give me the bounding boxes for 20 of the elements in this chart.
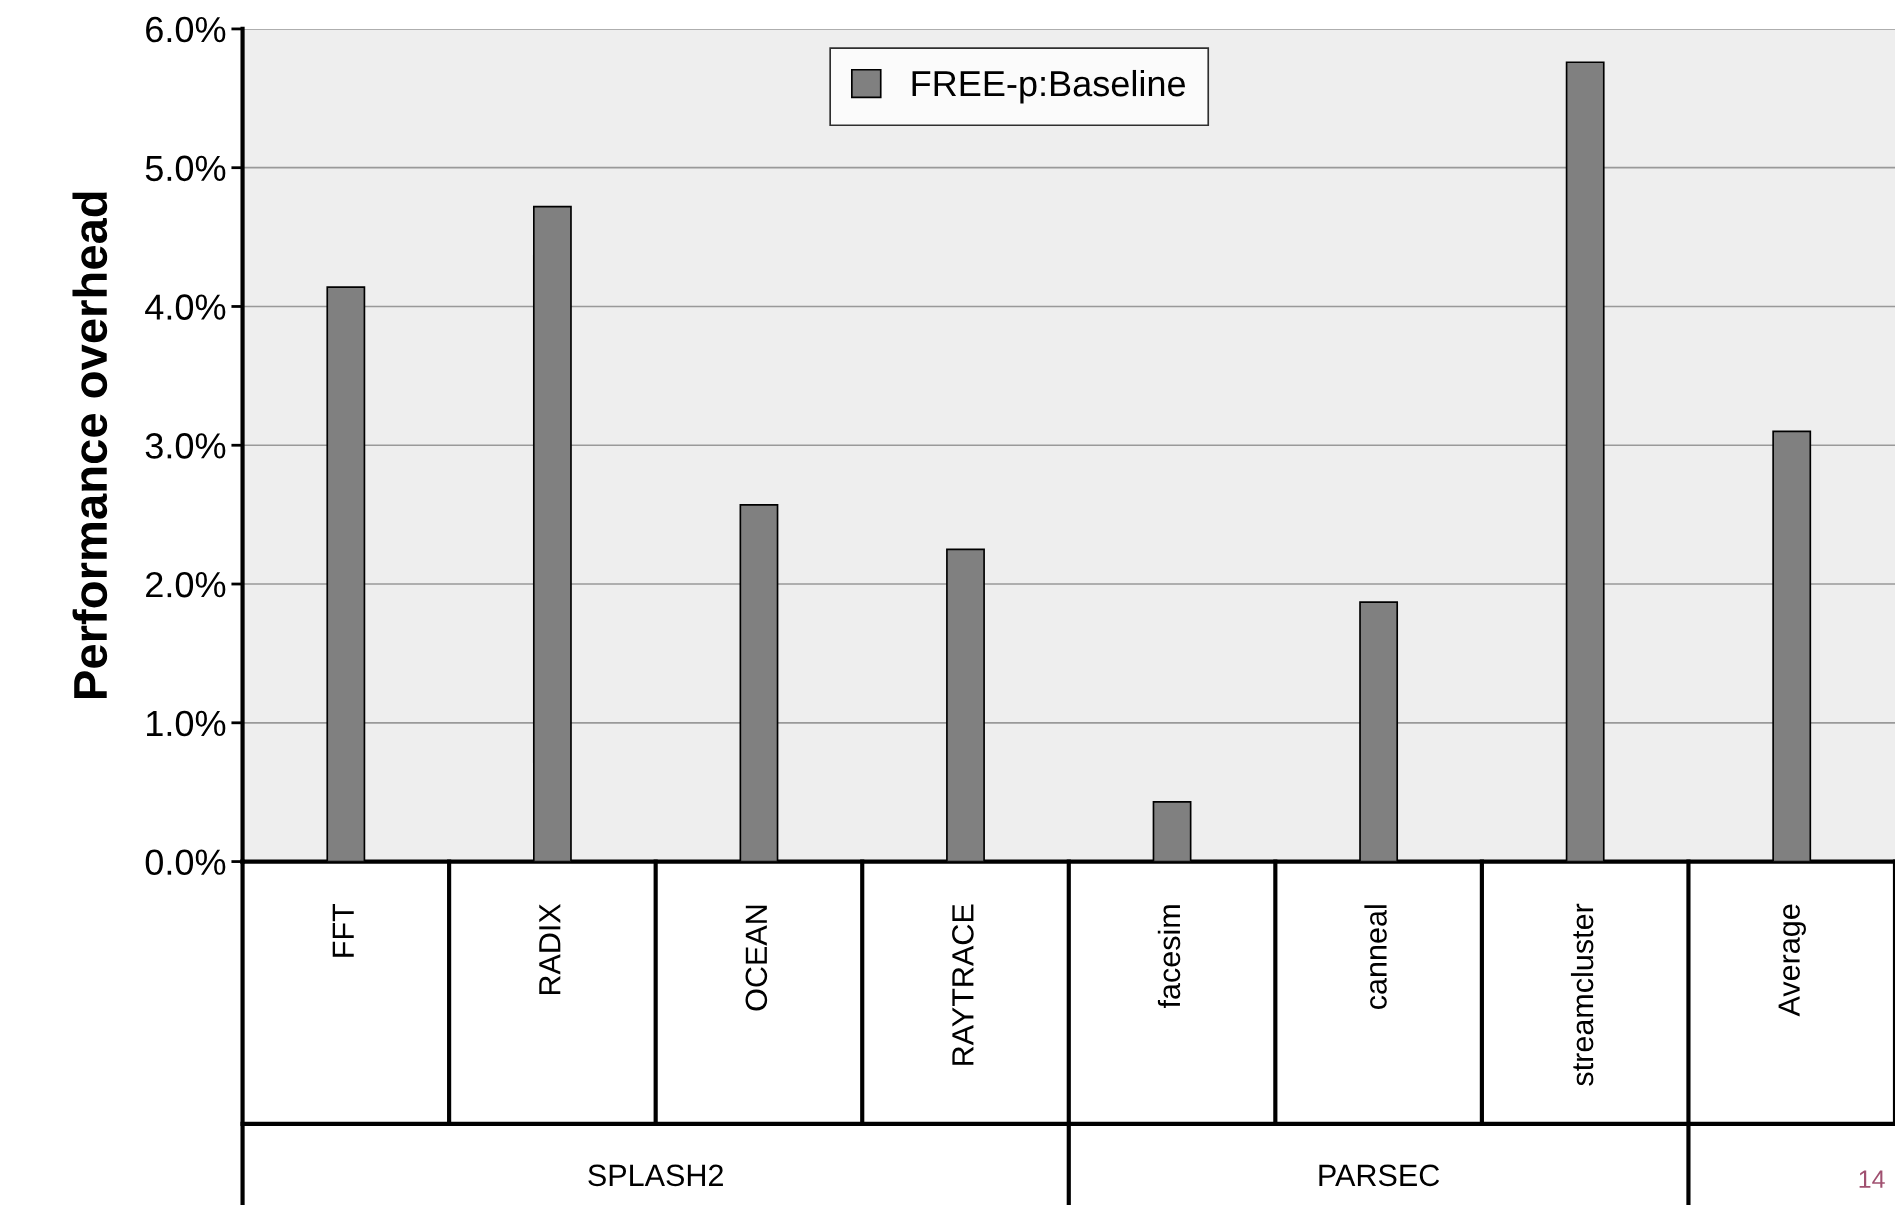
y-tick-label: 1.0% — [147, 710, 226, 737]
x-tick-label: FFT — [332, 903, 354, 957]
y-tick-label: 5.0% — [145, 155, 226, 182]
text: PARSEC — [1319, 1164, 1440, 1187]
y-axis-title: Performance overhead — [72, 192, 108, 698]
y-tick-label: 0.0% — [145, 849, 226, 876]
x-tick-label: streamcluster — [1570, 903, 1594, 1086]
x-tick-label: RAYTRACE — [952, 904, 974, 1065]
y-tick-label: 2.0% — [146, 571, 226, 598]
x-tick-label: Average — [1778, 904, 1806, 1017]
legend-label: FREE-p:Baseline — [912, 69, 1185, 104]
x-tick-label: RADIX — [539, 903, 561, 995]
text: 14 — [1859, 1170, 1885, 1188]
y-tick-label: 6.0% — [146, 16, 226, 43]
x-tick-label: facesim — [1157, 905, 1181, 1009]
y-tick-label: 4.0% — [145, 294, 226, 320]
x-tick-label: canneal — [1364, 905, 1387, 1009]
y-tick-label: 3.0% — [145, 433, 226, 459]
text: SPLASH2 — [588, 1164, 723, 1187]
x-tick-label: OCEAN — [745, 905, 768, 1011]
